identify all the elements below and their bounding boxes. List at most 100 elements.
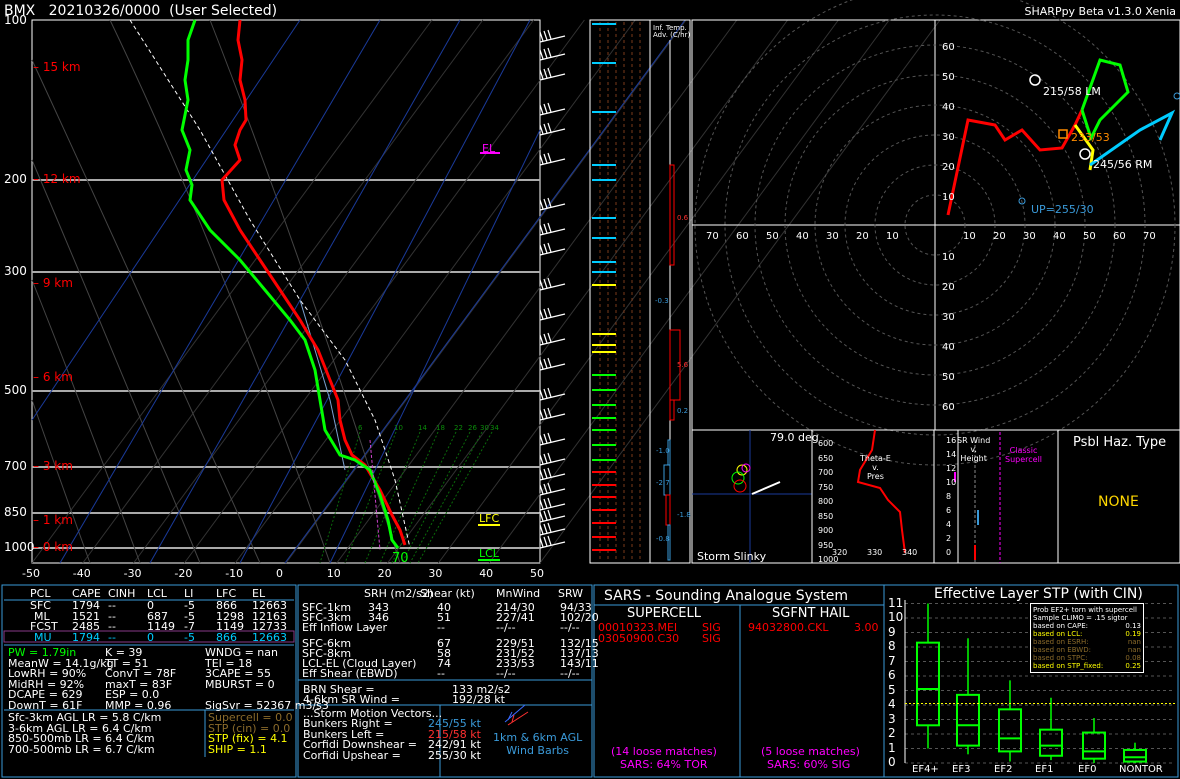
parcel-header: PCL bbox=[30, 587, 51, 600]
temperature-trace bbox=[220, 19, 407, 546]
kin-row-label: SFC-8km bbox=[302, 647, 352, 660]
height-label: – 6 km bbox=[33, 370, 73, 384]
hodo-ring-label: 10 bbox=[942, 192, 955, 203]
hodo-ring bbox=[724, 14, 1146, 436]
srwind-y-tick: 0 bbox=[946, 548, 952, 557]
kin-cell: --/-- bbox=[496, 621, 516, 634]
pressure-label: 300 bbox=[4, 264, 27, 278]
temp-tick: 30 bbox=[428, 567, 443, 580]
hazard-value: NONE bbox=[1098, 494, 1139, 510]
wind-barb bbox=[539, 482, 566, 496]
tadv-value: 0.2 bbox=[677, 407, 689, 415]
temp-tick: 20 bbox=[377, 567, 392, 580]
kin-cell: 231/52 bbox=[496, 647, 535, 660]
stp-box-NONTOR bbox=[1123, 748, 1147, 763]
index-value: MBURST = 0 bbox=[205, 677, 275, 691]
hodo-ring bbox=[844, 134, 1026, 316]
index-value: TT = 51 bbox=[105, 656, 149, 670]
slinky-ring bbox=[731, 471, 745, 485]
slinky-frame bbox=[691, 429, 813, 564]
hodo-ring-label: 40 bbox=[942, 342, 955, 353]
temp-tick: -30 bbox=[123, 567, 142, 580]
wind-barb bbox=[539, 307, 566, 321]
wind-barb bbox=[539, 332, 566, 346]
parcel-header: EL bbox=[252, 587, 266, 600]
moist-adiabat bbox=[31, 19, 301, 421]
stp-box-EF1 bbox=[1039, 728, 1063, 757]
hodo-ring-label: 20 bbox=[942, 162, 955, 173]
kin-cell: 67 bbox=[437, 637, 451, 650]
parcel-cell: 866 bbox=[216, 599, 237, 612]
stp-legend-title: Prob EF2+ torn with supercell bbox=[1033, 606, 1137, 614]
kin-cell: --/-- bbox=[560, 667, 580, 680]
stp-legend-row: based on STP_fixed: 0.25 bbox=[1033, 662, 1141, 670]
brn-shear-value: 133 m2/s2 bbox=[452, 683, 511, 696]
isotherm bbox=[488, 19, 890, 564]
kin-row-label: SFC-6km bbox=[302, 637, 352, 650]
slinky-ring bbox=[733, 479, 747, 493]
srwind-y-tick: 12 bbox=[946, 464, 957, 473]
kin-cell: 137/13 bbox=[560, 647, 599, 660]
thetae-y-tick: 900 bbox=[818, 526, 834, 535]
temp-tick: 40 bbox=[479, 567, 494, 580]
isotherm bbox=[387, 19, 789, 564]
srwind-y-tick: 8 bbox=[946, 492, 952, 501]
kin-cell: 214/30 bbox=[496, 601, 535, 614]
temp-tick: -50 bbox=[22, 567, 40, 580]
pressure-label: 500 bbox=[4, 383, 27, 397]
isotherm bbox=[336, 19, 738, 564]
app-version: SHARPpy Beta v1.3.0 Xenia bbox=[1024, 5, 1176, 18]
wind-barb bbox=[539, 357, 566, 371]
kin-header: SRH (m2/s2) bbox=[364, 587, 434, 600]
thermo-box bbox=[1, 584, 297, 778]
stp-box-EF4+ bbox=[916, 641, 940, 727]
lcl-label: LCL bbox=[479, 547, 499, 560]
kin-header: SRW bbox=[558, 587, 584, 600]
kinematic-box bbox=[297, 584, 593, 778]
index-value: Sfc-3km AGL LR = 5.8 C/km bbox=[8, 711, 162, 724]
mixing-ratio-label: 18 bbox=[436, 424, 445, 432]
hodo-axis-label: 40 bbox=[1053, 231, 1066, 242]
stp-y-tick: 11 bbox=[888, 595, 904, 610]
kin-cell: 233/53 bbox=[496, 657, 535, 670]
stp-category: EF3 bbox=[952, 764, 971, 775]
mixing-ratio-label: 22 bbox=[454, 424, 463, 432]
stp-y-tick: 4 bbox=[888, 697, 896, 711]
stp-legend-row: based on CAPE: 0.13 bbox=[1033, 622, 1141, 630]
hodo-ring-label: 30 bbox=[942, 132, 955, 143]
zero-isotherm bbox=[284, 19, 686, 564]
indices-col3: WNDG = nan TEI = 18 3CAPE = 55 MBURST = 0 S… bbox=[205, 646, 329, 711]
kin-cell: 94/33 bbox=[560, 601, 592, 614]
mean-wind-label: 233/53 bbox=[1071, 131, 1110, 144]
stp-category: EF0 bbox=[1078, 764, 1097, 775]
hodo-axis-label: 40 bbox=[796, 231, 809, 242]
wind-barb bbox=[539, 197, 566, 211]
stp-y-tick: 7 bbox=[888, 653, 896, 668]
hazard-title: Psbl Haz. Type bbox=[1073, 435, 1167, 450]
srwind-y-tick: 16 bbox=[946, 436, 957, 445]
slinky-ring bbox=[741, 463, 751, 473]
isotherm bbox=[31, 19, 433, 564]
hodo-axis-label: 70 bbox=[706, 231, 719, 242]
sars-title: SARS - Sounding Analogue System bbox=[604, 588, 848, 604]
supercell-match: 03050900.C30 bbox=[598, 631, 680, 645]
index-value: WNDG = nan bbox=[205, 646, 278, 659]
stp-legend-sub: Sample CLIMO = .15 sigtor bbox=[1033, 614, 1128, 622]
indices-col1: PW = 1.79in MeanW = 14.1g/kg LowRH = 90% Mi… bbox=[8, 647, 114, 711]
supercell-loose: (14 loose matches) bbox=[611, 745, 717, 758]
tadv-bar bbox=[667, 524, 671, 561]
parcel-cell: 1794 bbox=[72, 630, 100, 644]
index-value: MMP = 0.96 bbox=[105, 698, 172, 712]
supercell-match-class: SIG bbox=[702, 621, 721, 634]
thetae-y-tick: 700 bbox=[818, 468, 834, 477]
motion-value: 242/91 kt bbox=[428, 738, 481, 751]
tadv-bar bbox=[669, 399, 675, 421]
hodo-axis-label: 20 bbox=[993, 231, 1006, 242]
temp-tick: 50 bbox=[530, 567, 544, 580]
index-value: LowRH = 90% bbox=[8, 667, 87, 680]
temp-tick: -40 bbox=[72, 567, 91, 580]
hodo-axis-label: 10 bbox=[963, 231, 976, 242]
wind-barb bbox=[539, 122, 566, 136]
index-value: maxT = 83F bbox=[105, 677, 173, 691]
